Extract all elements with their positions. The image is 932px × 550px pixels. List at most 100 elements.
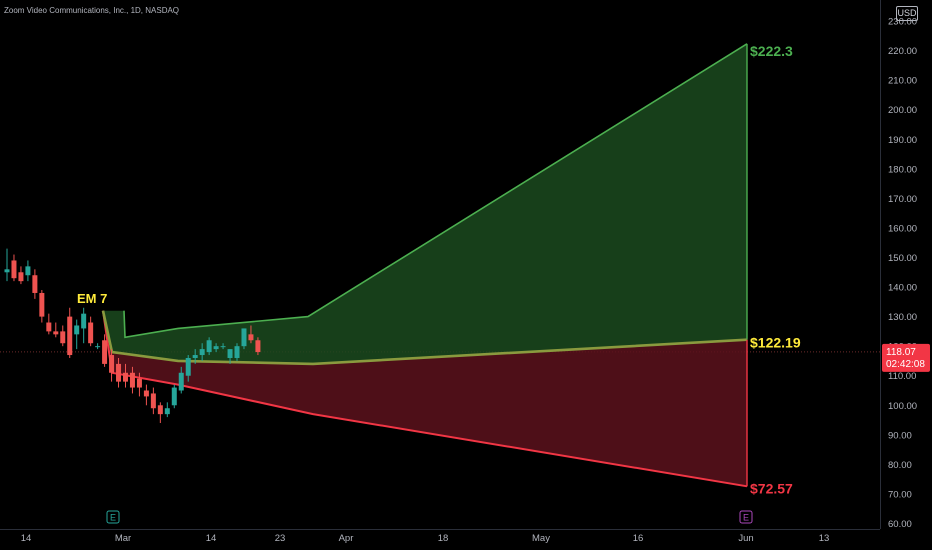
candle-body [185,357,191,376]
candle-body [46,322,52,332]
candle [255,337,261,356]
candle [60,325,66,347]
x-tick-label: 23 [275,533,286,544]
candle [171,384,177,409]
candle [74,319,80,350]
candle [122,363,128,388]
candle [81,307,87,344]
candle-body [32,275,38,293]
candle [248,325,254,344]
x-tick-label: 14 [21,533,32,544]
earnings-marker-box [106,510,120,524]
x-tick-label: 18 [438,533,449,544]
current-price-label: 118.07 [886,347,916,358]
x-tick-label: Jun [738,533,753,544]
candle-body [60,331,66,344]
candle [143,384,149,406]
candle [88,316,94,347]
y-tick-label: 210.00 [888,76,917,87]
candle [213,343,219,353]
earnings-marker-box [739,510,753,524]
candle-body [206,340,212,353]
symbol-title: Zoom Video Communications, Inc., 1D, NAS… [4,6,180,15]
currency-button[interactable]: USD [896,6,918,21]
upper-band-line [123,43,748,339]
y-tick-label: 100.00 [888,401,917,412]
candle-body [143,390,149,397]
price-tag-box [882,343,930,372]
candle-body [213,346,219,350]
lower-expected-move-area [103,310,747,487]
candle-body [81,313,87,329]
lower-band-line [102,310,748,488]
y-tick-label: 160.00 [888,223,917,234]
candle [95,343,101,350]
mid-band-line [101,310,748,366]
candle-body [4,269,10,273]
lower-target-label: $72.57 [750,480,793,496]
candle [32,269,38,299]
candle-body [164,408,170,415]
x-tick-label: May [532,533,550,544]
candle [129,366,135,394]
y-tick-label: 130.00 [888,312,917,323]
candle-body [67,316,73,356]
candle-body [171,387,177,406]
upper-target-label: $222.3 [750,43,793,59]
candle [157,402,163,424]
candle-body [248,334,254,341]
y-tick-label: 180.00 [888,164,917,175]
candle-body [157,405,163,415]
candle-body [192,355,198,358]
candle [116,357,122,388]
candle [234,343,240,361]
candle-body [178,372,184,391]
candle [46,313,52,335]
candle [185,355,191,382]
candle [150,387,156,415]
bar-countdown-label: 02:42:08 [886,359,925,370]
y-tick-label: 90.00 [888,430,912,441]
candle [53,322,59,338]
y-tick-label: 150.00 [888,253,917,264]
earnings-event-marker[interactable]: E [106,510,120,524]
y-tick-label: 230.00 [888,17,917,28]
y-tick-label: 200.00 [888,105,917,116]
candle-body [88,322,94,344]
candle [109,349,115,382]
candle-body [25,266,31,276]
candle [227,349,233,364]
candle [4,248,10,282]
candle-body [116,363,122,382]
candle-body [234,346,240,358]
mid-target-label: $122.19 [750,335,801,351]
em-annotation-label: EM 7 [77,291,107,306]
candle-body [74,325,80,335]
y-tick-label: 60.00 [888,519,912,530]
candle-body [18,272,24,282]
candle [199,343,205,361]
candle-body [136,378,142,388]
candle-body [150,393,156,409]
candle-body [220,346,226,348]
y-tick-label: 70.00 [888,489,912,500]
x-tick-label: Apr [339,533,354,544]
y-tick-label: 80.00 [888,460,912,471]
candle [164,402,170,418]
y-tick-label: 190.00 [888,135,917,146]
candle [192,349,198,364]
candle-body [227,349,233,358]
candle [241,328,247,350]
candle-body [95,346,101,348]
candle-body [241,328,247,347]
candle [206,337,212,356]
candle [220,343,226,350]
candle-body [109,355,115,373]
x-tick-label: Mar [115,533,131,544]
candle-body [102,340,108,364]
upper-expected-move-area [103,43,747,364]
earnings-event-marker[interactable]: E [739,510,753,524]
candle-body [199,349,205,356]
